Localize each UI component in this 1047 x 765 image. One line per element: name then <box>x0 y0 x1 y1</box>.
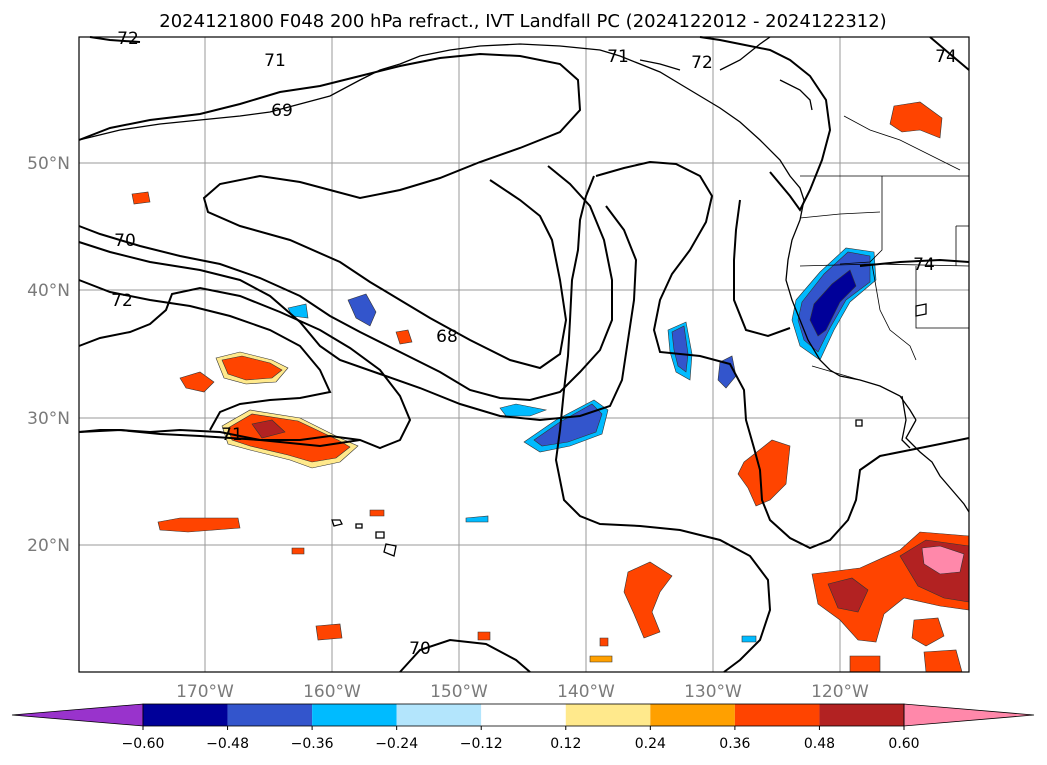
contour-labels: 72 71 69 70 72 68 71 70 71 72 74 74 <box>111 29 957 659</box>
coastlines <box>78 36 970 513</box>
lon-label: 170°W <box>176 682 234 702</box>
islands <box>331 303 927 557</box>
colorbar-tick-label: −0.12 <box>460 736 503 752</box>
lon-label: 130°W <box>684 682 742 702</box>
colorbar-extend-high <box>903 703 1035 727</box>
lon-label: 140°W <box>557 682 615 702</box>
contour-label: 71 <box>264 51 286 71</box>
map-panel: 72 71 69 70 72 68 71 70 71 72 74 74 <box>78 29 970 673</box>
lon-label: 120°W <box>811 682 869 702</box>
colorbar-swatches <box>11 703 1035 727</box>
colorbar-tick-label: 0.24 <box>635 736 666 752</box>
contour-label: 72 <box>117 29 139 49</box>
colorbar-extend-low <box>11 703 144 727</box>
colorbar-tick-label: 0.12 <box>550 736 581 752</box>
colorbar-swatch <box>481 704 566 726</box>
map-frame <box>78 36 970 673</box>
colorbar-tick-label: −0.36 <box>291 736 334 752</box>
colorbar-swatch <box>143 704 228 726</box>
colorbar-swatch <box>819 704 904 726</box>
colorbar-swatch <box>650 704 735 726</box>
colorbar: −0.60 −0.48 −0.36 −0.24 −0.12 0.12 0.24 0.36 0.4… <box>11 703 1035 752</box>
colorbar-swatch <box>312 704 397 726</box>
lat-label: 50°N <box>27 154 70 174</box>
contour-label: 71 <box>221 425 243 445</box>
longitude-labels: 170°W 160°W 150°W 140°W 130°W 120°W <box>176 682 869 702</box>
political-borders <box>799 115 970 381</box>
colorbar-tick-label: 0.48 <box>804 736 835 752</box>
colorbar-swatch <box>565 704 651 726</box>
contour-label: 71 <box>607 47 629 67</box>
contour-label: 68 <box>436 327 458 347</box>
contour-label: 74 <box>913 255 935 275</box>
lat-label: 30°N <box>27 409 70 429</box>
lon-label: 160°W <box>303 682 361 702</box>
colorbar-outline <box>142 703 905 727</box>
contour-label: 74 <box>935 47 957 67</box>
refractivity-contours <box>78 36 970 673</box>
colorbar-swatch <box>227 704 313 726</box>
contour-label: 72 <box>111 291 133 311</box>
colorbar-tick-label: 0.36 <box>719 736 750 752</box>
colorbar-tick-label: 0.60 <box>888 736 919 752</box>
lon-label: 150°W <box>430 682 488 702</box>
colorbar-swatch <box>734 704 820 726</box>
contour-label: 72 <box>691 53 713 73</box>
colorbar-tick-label: −0.60 <box>122 736 165 752</box>
contour-label: 70 <box>114 231 136 251</box>
contour-label: 69 <box>271 101 293 121</box>
colorbar-swatch <box>396 704 482 726</box>
lat-label: 20°N <box>27 536 70 556</box>
colorbar-tick-label: −0.48 <box>206 736 249 752</box>
lat-label: 40°N <box>27 281 70 301</box>
latitude-labels: 50°N 40°N 30°N 20°N <box>27 154 70 556</box>
contour-label: 70 <box>409 639 431 659</box>
figure-title: 2024121800 F048 200 hPa refract., IVT La… <box>159 11 886 32</box>
colorbar-tick-label: −0.24 <box>375 736 418 752</box>
colorbar-ticks: −0.60 −0.48 −0.36 −0.24 −0.12 0.12 0.24 0.36 0.4… <box>122 726 920 752</box>
